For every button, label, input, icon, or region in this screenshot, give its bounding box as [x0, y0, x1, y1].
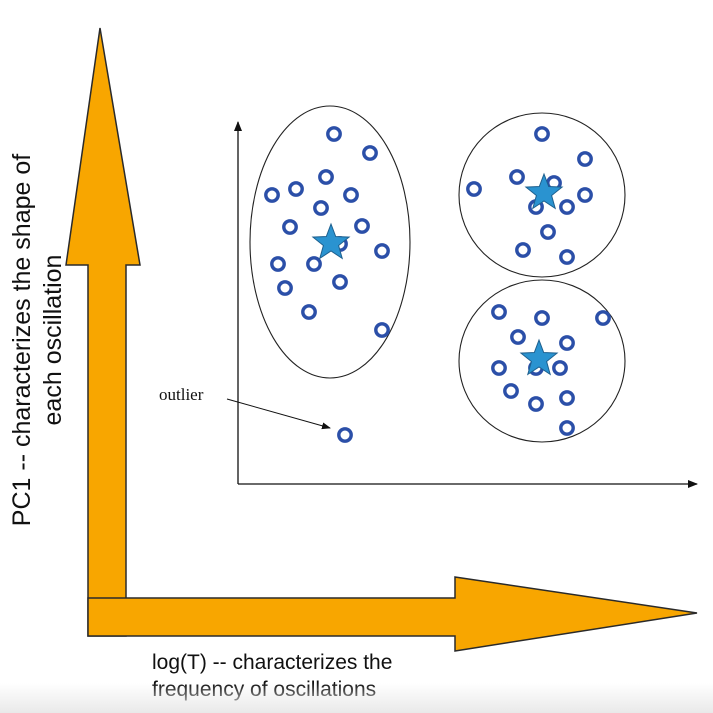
cluster-left-point: [374, 322, 390, 338]
x-axis-label-line-1: log(T) -- characterizes the: [152, 651, 393, 674]
big-vertical-arrow: [65, 27, 141, 637]
cluster-left-point: [362, 145, 378, 161]
cluster-left-point: [282, 219, 298, 235]
cluster-left-point: [313, 200, 329, 216]
cluster-left-point: [301, 304, 317, 320]
cluster-bottom-right-point: [559, 335, 575, 351]
cluster-left-point: [264, 187, 280, 203]
cluster-top-right-point: [540, 224, 556, 240]
cluster-left-outline: [249, 105, 411, 379]
cluster-left-point: [288, 181, 304, 197]
y-axis-label-line-1: PC1 -- characterizes the shape of: [8, 153, 36, 527]
cluster-bottom-right-point: [528, 396, 544, 412]
cluster-left-point: [306, 256, 322, 272]
cluster-bottom-right-point: [559, 420, 575, 436]
cluster-bottom-right-point: [552, 360, 568, 376]
cluster-bottom-right-point: [510, 329, 526, 345]
cluster-top-right-point: [559, 249, 575, 265]
cluster-top-right-point: [559, 199, 575, 215]
y-axis-label-line-2: each oscillation: [39, 254, 67, 426]
outlier-label: outlier: [159, 385, 204, 404]
cluster-bottom-right-centroid-star-icon: [519, 338, 559, 376]
outlier-point: [337, 427, 353, 443]
cluster-bottom-right-point: [559, 390, 575, 406]
cluster-bottom-right-point: [534, 310, 550, 326]
cluster-left-point: [277, 280, 293, 296]
cluster-left-point: [318, 169, 334, 185]
cluster-left-point: [270, 256, 286, 272]
cluster-top-right-point: [577, 187, 593, 203]
cluster-top-right-point: [577, 151, 593, 167]
cluster-left-point: [343, 187, 359, 203]
outlier-pointer: [226, 398, 331, 430]
cluster-left-point: [374, 243, 390, 259]
cluster-top-right-centroid-star-icon: [524, 172, 564, 210]
big-horizontal-arrow: [87, 576, 698, 652]
cluster-bottom-right-point: [491, 304, 507, 320]
cluster-top-right-point: [509, 169, 525, 185]
cluster-bottom-right-outline: [458, 279, 626, 443]
cluster-top-right-outline: [458, 112, 626, 278]
cluster-top-right-point: [534, 126, 550, 142]
cluster-left-point: [332, 274, 348, 290]
cluster-left-centroid-star-icon: [311, 222, 351, 260]
cluster-top-right-point: [466, 181, 482, 197]
cluster-bottom-right-point: [595, 310, 611, 326]
cluster-left-point: [326, 126, 342, 142]
cluster-bottom-right-point: [503, 383, 519, 399]
bottom-fade: [0, 683, 713, 713]
cluster-left-point: [354, 218, 370, 234]
cluster-top-right-point: [515, 242, 531, 258]
cluster-bottom-right-point: [491, 360, 507, 376]
